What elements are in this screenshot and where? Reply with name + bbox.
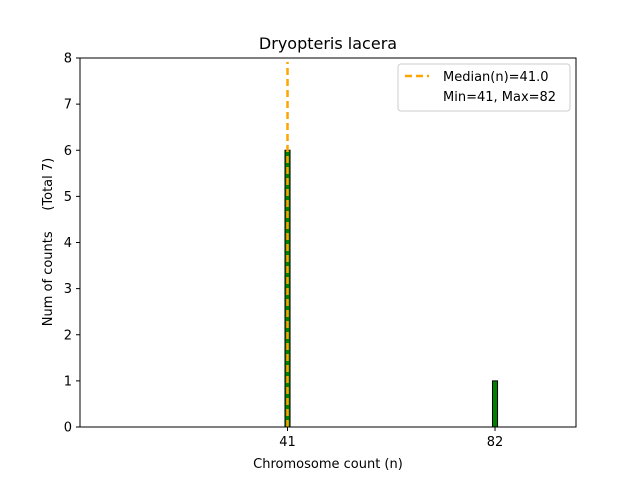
legend-box — [397, 63, 571, 112]
x-axis-ticks: 41 82 — [279, 427, 503, 450]
x-tick-label: 82 — [487, 435, 504, 450]
y-tick-label: 6 — [64, 144, 72, 159]
y-tick-label: 3 — [64, 282, 72, 297]
bars-layer — [284, 149, 499, 428]
legend: Median(n)=41.0 Min=41, Max=82 — [397, 63, 571, 112]
chart-title: Dryopteris lacera — [259, 34, 397, 53]
y-tick-label: 2 — [64, 328, 72, 343]
y-tick-label: 0 — [64, 421, 72, 436]
y-axis-label: Num of counts (Total 7) — [41, 158, 56, 326]
bar-82 — [491, 380, 499, 428]
y-axis-ticks: 0 1 2 3 4 5 6 7 8 — [64, 52, 80, 436]
y-tick-label: 8 — [64, 52, 72, 67]
legend-entry-minmax: Min=41, Max=82 — [443, 90, 556, 105]
y-tick-label: 1 — [64, 374, 72, 389]
x-tick-label: 41 — [279, 435, 296, 450]
y-tick-label: 5 — [64, 190, 72, 205]
plot-frame — [79, 57, 577, 428]
y-tick-label: 7 — [64, 98, 72, 113]
x-axis-label: Chromosome count (n) — [253, 457, 403, 472]
y-tick-label: 4 — [64, 236, 72, 251]
legend-entry-median: Median(n)=41.0 — [443, 70, 549, 85]
